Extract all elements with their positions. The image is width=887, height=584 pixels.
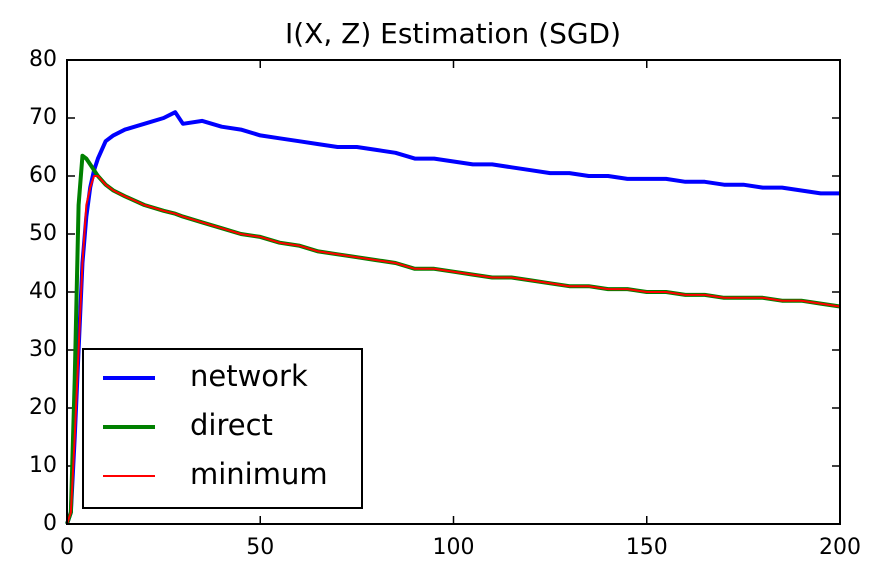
x-tick-label: 200 xyxy=(819,535,861,560)
x-tick-label: 100 xyxy=(433,535,475,560)
y-tick-label: 30 xyxy=(29,337,57,362)
legend-label: direct xyxy=(190,408,273,442)
x-tick-label: 0 xyxy=(60,535,74,560)
y-tick-label: 0 xyxy=(43,511,57,536)
y-tick-label: 10 xyxy=(29,453,57,478)
plot-frame xyxy=(66,59,841,525)
y-tick-label: 70 xyxy=(29,105,57,130)
legend-label: network xyxy=(190,359,308,393)
series-line xyxy=(66,175,841,525)
y-tick-label: 50 xyxy=(29,221,57,246)
chart-title: I(X, Z) Estimation (SGD) xyxy=(285,17,621,50)
x-tick-label: 50 xyxy=(246,535,274,560)
y-tick-label: 20 xyxy=(29,395,57,420)
y-tick-label: 60 xyxy=(29,163,57,188)
y-tick-label: 80 xyxy=(29,47,57,72)
x-tick-label: 150 xyxy=(626,535,668,560)
legend-label: minimum xyxy=(190,457,328,491)
series-line xyxy=(65,110,840,525)
y-tick-label: 40 xyxy=(29,279,57,304)
